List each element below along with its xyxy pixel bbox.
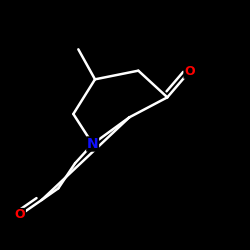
Text: N: N (87, 137, 99, 151)
Text: O: O (184, 65, 195, 78)
Text: O: O (15, 208, 25, 222)
